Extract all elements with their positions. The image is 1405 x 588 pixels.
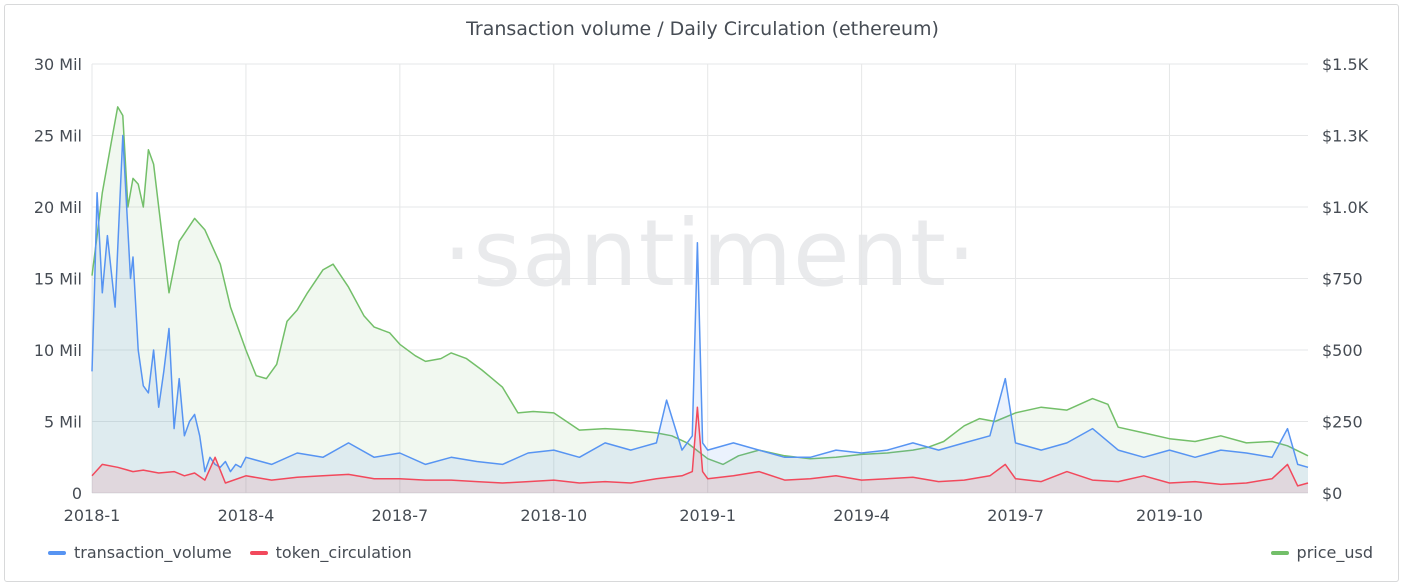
legend-label-price-usd: price_usd	[1296, 543, 1373, 562]
y-left-tick-label: 5 Mil	[44, 413, 82, 432]
legend-left: transaction_volume token_circulation	[48, 543, 430, 562]
series-line-price_usd	[91, 106, 1309, 466]
y-right-tick-label: $500	[1322, 341, 1363, 360]
x-tick-label: 2019-4	[833, 506, 890, 525]
y-right-tick-label: $750	[1322, 270, 1363, 289]
series-area-price_usd	[92, 106, 1308, 494]
x-tick-label: 2019-7	[987, 506, 1044, 525]
y-right-tick-label: $1.5K	[1322, 55, 1369, 74]
x-tick-label: 2018-1	[64, 506, 121, 525]
x-tick-label: 2018-10	[520, 506, 587, 525]
legend-swatch-token-circulation	[249, 550, 268, 555]
y-left-tick-label: 10 Mil	[34, 341, 82, 360]
y-left-tick-label: 0	[72, 484, 82, 503]
x-tick-label: 2018-7	[372, 506, 429, 525]
legend-swatch-price-usd	[1270, 550, 1289, 555]
y-left-tick-label: 30 Mil	[34, 55, 82, 74]
y-left-tick-label: 20 Mil	[34, 198, 82, 217]
legend-swatch-transaction-volume	[48, 550, 66, 555]
series-area-transaction_volume	[92, 135, 1308, 493]
legend-item-token-circulation[interactable]: token_circulation	[249, 543, 412, 562]
y-left-tick-label: 15 Mil	[34, 270, 82, 289]
x-tick-label: 2018-4	[218, 506, 275, 525]
santiment-watermark: ·santiment·	[442, 200, 978, 307]
series-area-token_circulation	[92, 407, 1308, 493]
series-line-transaction_volume	[91, 134, 1309, 473]
y-right-tick-label: $0	[1322, 484, 1342, 503]
legend-item-transaction-volume[interactable]: transaction_volume	[48, 543, 232, 562]
y-right-tick-label: $1.0K	[1322, 198, 1369, 217]
x-tick-label: 2019-10	[1136, 506, 1203, 525]
y-left-tick-label: 25 Mil	[34, 127, 82, 146]
y-right-tick-label: $250	[1322, 413, 1363, 432]
y-right-tick-label: $1.3K	[1322, 127, 1369, 146]
legend-right: price_usd	[1270, 543, 1373, 562]
x-tick-label: 2019-1	[679, 506, 736, 525]
legend-item-price-usd[interactable]: price_usd	[1270, 543, 1373, 562]
legend-label-token-circulation: token_circulation	[275, 543, 412, 562]
chart-panel	[4, 4, 1399, 582]
chart-title: Transaction volume / Daily Circulation (…	[466, 18, 939, 40]
series-line-token_circulation	[91, 406, 1309, 487]
legend-label-transaction-volume: transaction_volume	[74, 543, 232, 562]
